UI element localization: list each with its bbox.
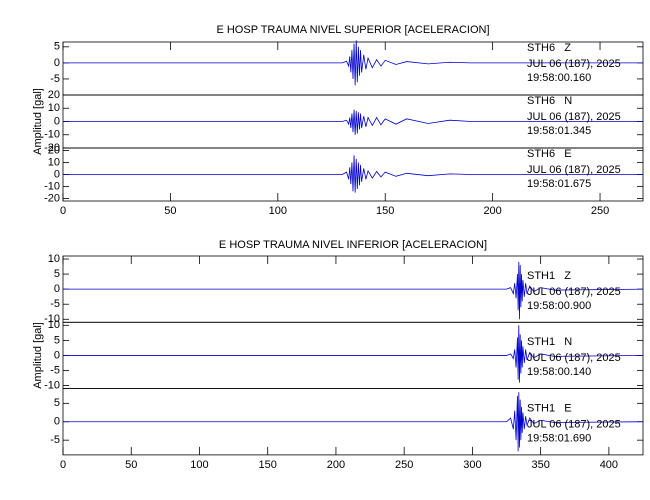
- y-tick-label: 20: [48, 89, 60, 101]
- annotation: JUL 06 (187), 2025: [527, 111, 621, 123]
- annotation: STH1 N: [527, 336, 572, 348]
- x-tick-label: 350: [531, 459, 549, 471]
- annotation: JUL 06 (187), 2025: [527, 286, 621, 298]
- y-tick-label: -5: [50, 73, 60, 85]
- y-axis-label: Amplitud [gal]: [32, 88, 44, 155]
- annotation: 19:58:00.140: [527, 366, 591, 378]
- annotation: JUL 06 (187), 2025: [527, 164, 621, 176]
- x-tick-label: 300: [463, 459, 481, 471]
- y-tick-label: 5: [54, 334, 60, 346]
- x-tick-label: 0: [60, 459, 66, 471]
- annotation: STH1 Z: [527, 270, 571, 282]
- y-tick-label: -10: [44, 379, 60, 391]
- trace: [63, 40, 643, 86]
- x-tick-label: 250: [395, 459, 413, 471]
- y-tick-label: 10: [48, 156, 60, 168]
- y-tick-label: 10: [48, 102, 60, 114]
- x-tick-label: 400: [600, 459, 618, 471]
- y-tick-label: -5: [50, 298, 60, 310]
- y-tick-label: 5: [54, 268, 60, 280]
- x-tick-label: 200: [483, 205, 501, 217]
- annotation: STH6 N: [527, 95, 572, 107]
- x-tick-label: 150: [376, 205, 394, 217]
- y-tick-label: 10: [48, 253, 60, 265]
- y-tick-label: 10: [48, 319, 60, 331]
- trace: [63, 109, 643, 135]
- annotation: 19:58:01.690: [527, 433, 591, 445]
- x-tick-label: 100: [190, 459, 208, 471]
- annotation: STH6 E: [527, 148, 572, 160]
- y-tick-label: 0: [54, 416, 60, 428]
- x-tick-label: 100: [269, 205, 287, 217]
- y-tick-label: -5: [50, 364, 60, 376]
- y-tick-label: 0: [54, 57, 60, 69]
- annotation: JUL 06 (187), 2025: [527, 419, 621, 431]
- trace: [63, 155, 643, 193]
- annotation: 19:58:01.675: [527, 178, 591, 190]
- chart-title: E HOSP TRAUMA NIVEL INFERIOR [ACELERACIO…: [219, 239, 487, 251]
- x-tick-label: 250: [591, 205, 609, 217]
- annotation: JUL 06 (187), 2025: [527, 58, 621, 70]
- y-tick-label: -20: [44, 142, 60, 154]
- annotation: 19:58:00.160: [527, 72, 591, 84]
- x-tick-label: 50: [125, 459, 137, 471]
- y-tick-label: 0: [54, 115, 60, 127]
- y-axis-label: Amplitud [gal]: [32, 322, 44, 389]
- chart-title: E HOSP TRAUMA NIVEL SUPERIOR [ACELERACIO…: [216, 24, 489, 36]
- trace: [63, 325, 644, 383]
- annotation: STH1 E: [527, 403, 572, 415]
- y-tick-label: -10: [44, 129, 60, 141]
- y-tick-label: 0: [54, 349, 60, 361]
- y-tick-label: 5: [54, 397, 60, 409]
- annotation: STH6 Z: [527, 42, 571, 54]
- x-tick-label: 50: [164, 205, 176, 217]
- annotation: 19:58:01.345: [527, 125, 591, 137]
- y-tick-label: 5: [54, 41, 60, 53]
- x-tick-label: 200: [327, 459, 345, 471]
- y-tick-label: -10: [44, 180, 60, 192]
- annotation: 19:58:00.900: [527, 300, 591, 312]
- y-tick-label: -5: [50, 434, 60, 446]
- x-tick-label: 150: [259, 459, 277, 471]
- annotation: JUL 06 (187), 2025: [527, 352, 621, 364]
- x-tick-label: 0: [60, 205, 66, 217]
- trace: [63, 262, 644, 320]
- y-tick-label: -20: [44, 192, 60, 204]
- trace: [63, 392, 644, 452]
- y-tick-label: 20: [48, 144, 60, 156]
- y-tick-label: 0: [54, 283, 60, 295]
- y-tick-label: -10: [44, 313, 60, 325]
- y-tick-label: 0: [54, 168, 60, 180]
